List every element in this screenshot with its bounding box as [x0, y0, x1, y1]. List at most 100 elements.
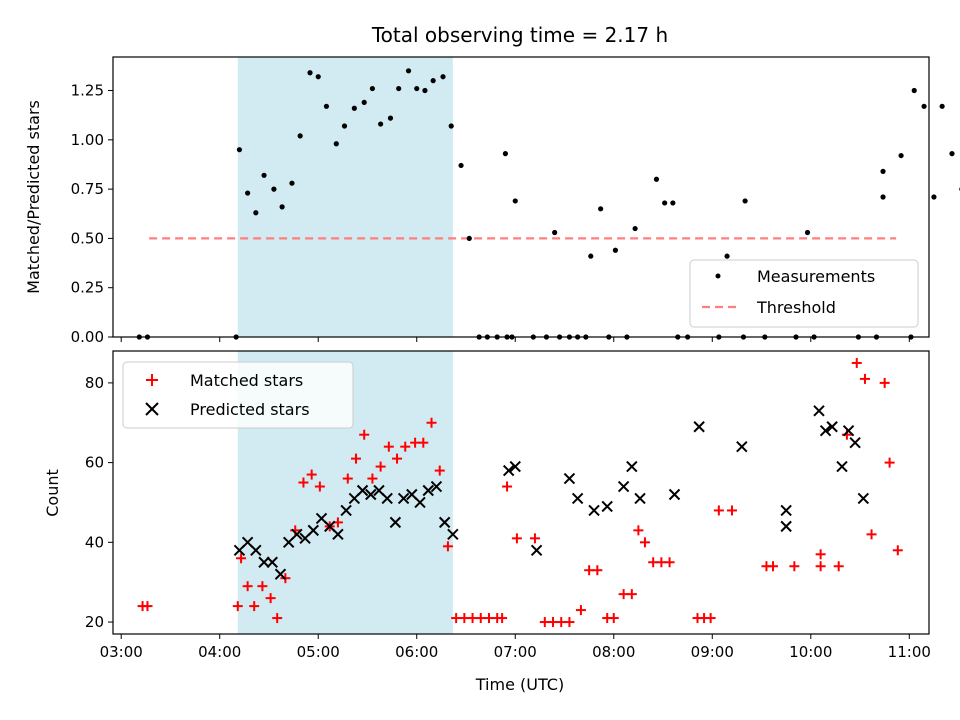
predicted-star-point: [509, 460, 521, 473]
top-ytick-label: 1.00: [71, 131, 104, 149]
matched-star-point: [511, 533, 522, 544]
predicted-star-point: [447, 528, 459, 541]
measurement-point: [396, 85, 402, 92]
bottom-ytick-label: 40: [85, 533, 104, 551]
matched-star-point: [298, 477, 309, 488]
matched-star-point: [375, 461, 386, 472]
measurement-point: [307, 70, 313, 76]
measurement-point: [880, 168, 886, 174]
measurement-point: [361, 99, 367, 105]
measurement-point: [422, 87, 428, 94]
bottom-xtick-label: 07:00: [494, 643, 537, 661]
predicted-star-point: [736, 440, 748, 453]
measurement-point: [653, 176, 660, 182]
predicted-star-point: [849, 436, 861, 449]
bottom-xtick-label: 03:00: [100, 643, 143, 661]
top-y-axis-label: Matched/Predicted stars: [24, 100, 43, 294]
top-panel: 0.00 0.25 0.50 0.75 1.00 1.25 Matched/Predict…: [24, 56, 960, 346]
bottom-ytick-label: 60: [85, 454, 104, 472]
matched-star-point: [426, 417, 437, 428]
matched-star-point: [815, 549, 826, 560]
measurement-point: [414, 85, 420, 92]
measurement-point: [612, 247, 619, 253]
matched-star-point: [833, 561, 844, 572]
measurement-point: [236, 147, 243, 153]
predicted-star-point: [502, 464, 515, 477]
top-points-layer: [136, 68, 960, 340]
legend-label-measurements: Measurements: [757, 267, 875, 286]
measurement-point: [588, 253, 594, 259]
matched-star-point: [497, 613, 508, 624]
legend-label-matched: Matched stars: [190, 371, 303, 390]
measurement-point: [440, 74, 446, 80]
matched-star-point: [265, 593, 276, 604]
matched-star-point: [350, 453, 361, 464]
matched-star-point: [851, 357, 862, 368]
matched-star-point: [892, 545, 903, 556]
matched-star-point: [242, 581, 253, 592]
bottom-xtick-label: 05:00: [297, 643, 340, 661]
predicted-star-point: [291, 528, 303, 541]
matched-star-point: [884, 457, 895, 468]
measurement-point: [880, 194, 886, 200]
bottom-ytick-label: 20: [85, 613, 104, 631]
measurement-point: [341, 123, 348, 129]
matched-star-point: [306, 469, 317, 480]
matched-star-point: [257, 581, 268, 592]
bottom-xtick-label: 06:00: [395, 643, 438, 661]
predicted-star-point: [258, 556, 270, 568]
measurement-point: [387, 115, 394, 121]
matched-star-point: [232, 601, 243, 612]
bottom-points-layer: [137, 357, 903, 628]
predicted-star-point: [601, 500, 613, 513]
top-shaded-interval: [237, 57, 453, 337]
measurement-point: [502, 151, 509, 157]
predicted-star-point: [780, 520, 792, 533]
measurement-point: [351, 105, 357, 111]
predicted-star-point: [365, 488, 377, 501]
bottom-xtick-label: 04:00: [198, 643, 241, 661]
top-axes-frame: [112, 56, 930, 338]
predicted-star-point: [634, 492, 646, 505]
matched-star-point: [592, 565, 603, 576]
predicted-star-point: [274, 568, 287, 580]
measurement-point: [315, 74, 321, 80]
chart-title: Total observing time = 2.17 h: [371, 23, 668, 47]
measurement-point: [632, 225, 638, 232]
predicted-star-point: [617, 480, 630, 493]
bottom-legend: Matched stars Predicted stars: [122, 361, 354, 429]
measurement-point: [598, 206, 604, 212]
measurement-point: [898, 152, 904, 159]
bottom-xtick-label: 10:00: [789, 643, 832, 661]
matched-star-point: [142, 601, 153, 612]
matched-star-point: [564, 617, 575, 628]
matched-star-point: [236, 553, 247, 564]
matched-star-point: [249, 601, 260, 612]
matched-star-point: [502, 481, 513, 492]
measurement-point: [333, 141, 339, 147]
matched-star-point: [418, 437, 429, 448]
matched-star-point: [768, 561, 779, 572]
bottom-axes-frame: [112, 350, 930, 635]
predicted-star-point: [857, 492, 870, 505]
predicted-star-point: [530, 544, 543, 557]
legend-marker-predicted: [145, 402, 159, 416]
measurement-point: [323, 103, 330, 109]
bottom-xtick-label: 08:00: [592, 643, 635, 661]
matched-star-point: [383, 441, 394, 452]
matched-star-point: [626, 589, 637, 600]
predicted-star-point: [693, 421, 705, 433]
matched-star-point: [314, 481, 325, 492]
measurement-point: [279, 204, 285, 210]
matched-star-point: [789, 561, 800, 572]
predicted-star-point: [332, 528, 344, 541]
measurement-point: [931, 194, 937, 200]
matched-star-point: [713, 505, 724, 516]
predicted-star-point: [397, 492, 410, 505]
top-ytick-label: 0.25: [71, 279, 104, 297]
predicted-star-point: [813, 405, 825, 417]
predicted-star-point: [307, 524, 320, 537]
predicted-star-point: [414, 496, 426, 509]
measurement-point: [448, 123, 454, 129]
